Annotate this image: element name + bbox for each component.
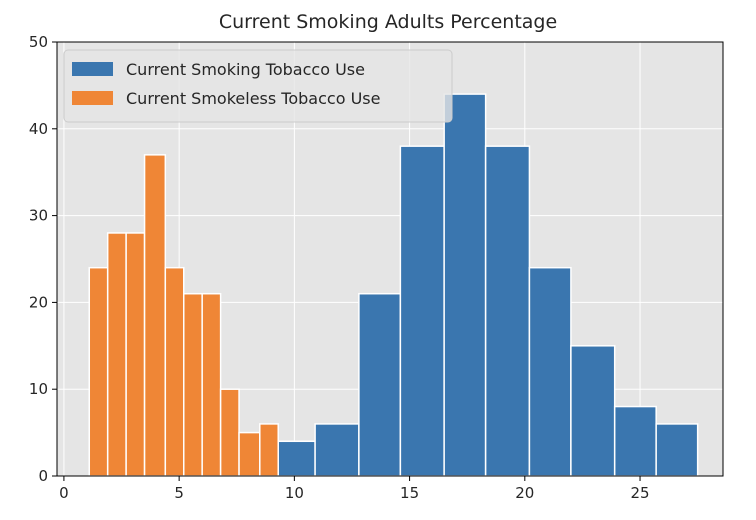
- bar-series1-bin9: [259, 423, 279, 477]
- legend-box: [63, 49, 453, 123]
- bar-series1-bin0: [88, 266, 109, 477]
- y-tick-label-3: 30: [29, 207, 48, 225]
- bar-series1-bin8: [238, 431, 261, 477]
- y-tick-label-4: 40: [29, 120, 48, 138]
- x-tick-label-5: 25: [630, 484, 649, 502]
- bar-series0-bin8: [613, 405, 657, 477]
- bar-series1-bin7: [219, 388, 240, 477]
- legend: Current Smoking Tobacco Use Current Smoke…: [63, 49, 453, 123]
- y-tick-label-1: 10: [29, 380, 48, 398]
- bar-series1-bin4: [164, 266, 185, 477]
- y-tick-label-5: 50: [29, 33, 48, 51]
- chart-title: Current Smoking Adults Percentage: [219, 11, 557, 33]
- axes: [56, 41, 724, 477]
- x-tick-label-2: 10: [285, 484, 304, 502]
- y-tick-label-0: 0: [38, 467, 48, 485]
- bar-series0-bin3: [399, 145, 445, 477]
- bar-series0-bin5: [484, 145, 531, 477]
- bar-series0-bin1: [314, 423, 360, 477]
- bar-series1-bin3: [143, 154, 167, 477]
- bar-series0-bin4: [443, 93, 487, 477]
- bar-series0-bin2: [358, 292, 402, 477]
- legend-swatch-0: [72, 62, 113, 76]
- legend-label-1: Current Smokeless Tobacco Use: [126, 89, 380, 108]
- bar-series0-bin6: [528, 266, 572, 477]
- bar-series0-bin9: [655, 423, 699, 477]
- tick-labels: 0 5 10 15 20 25 0 10 20 30 40 50: [29, 33, 650, 502]
- plot-frame: [56, 41, 724, 477]
- bar-series1-bin6: [201, 292, 222, 477]
- x-tick-label-4: 20: [515, 484, 534, 502]
- x-tick-label-0: 0: [59, 484, 69, 502]
- bar-series1-bin2: [125, 232, 146, 477]
- legend-label-0: Current Smoking Tobacco Use: [126, 60, 365, 79]
- x-tick-label-3: 15: [400, 484, 419, 502]
- legend-swatch-1: [72, 91, 113, 105]
- bar-series1-bin1: [106, 232, 127, 477]
- histogram-bars: [88, 93, 699, 477]
- x-tick-label-1: 5: [174, 484, 184, 502]
- bar-series0-bin7: [570, 345, 616, 477]
- bar-series1-bin5: [182, 292, 203, 477]
- bar-series0-bin0: [277, 440, 316, 477]
- y-tick-label-2: 20: [29, 293, 48, 311]
